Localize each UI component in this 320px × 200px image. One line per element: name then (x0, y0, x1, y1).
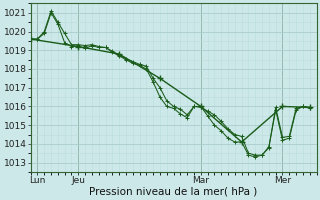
X-axis label: Pression niveau de la mer( hPa ): Pression niveau de la mer( hPa ) (90, 187, 258, 197)
